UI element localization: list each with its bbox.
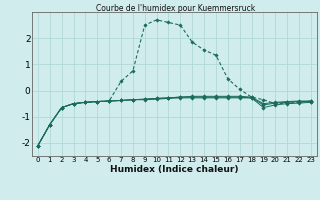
Text: Courbe de l'humidex pour Kuemmersruck: Courbe de l'humidex pour Kuemmersruck bbox=[96, 4, 256, 13]
X-axis label: Humidex (Indice chaleur): Humidex (Indice chaleur) bbox=[110, 165, 239, 174]
